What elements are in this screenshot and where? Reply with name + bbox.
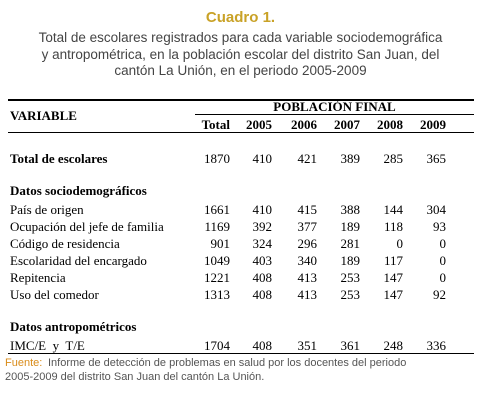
- cell: 340: [297, 253, 318, 268]
- cell: 410: [252, 202, 273, 217]
- cell: 415: [297, 202, 318, 217]
- row-label: País de origen: [10, 202, 84, 217]
- cell: 296: [297, 236, 318, 251]
- caption-line: Total de escolares registrados para cada…: [38, 30, 443, 45]
- cell: 1313: [204, 287, 230, 302]
- cell: 147: [383, 270, 404, 285]
- cell: 0: [439, 270, 447, 285]
- cell: 281: [340, 236, 361, 251]
- cell: 1221: [204, 270, 230, 285]
- cell: 403: [252, 253, 273, 268]
- column-header: Total: [201, 117, 230, 132]
- cell: 253: [340, 287, 361, 302]
- column-header: 2005: [246, 117, 272, 132]
- cell: 118: [383, 219, 403, 234]
- bottom-rule: [8, 353, 474, 354]
- cell: 413: [297, 270, 318, 285]
- cell: 324: [252, 236, 273, 251]
- cell: 1169: [204, 219, 230, 234]
- cell: 253: [340, 270, 361, 285]
- cell: 285: [383, 151, 404, 166]
- cell: 336: [426, 338, 447, 353]
- cell: 901: [210, 236, 231, 251]
- variable-header: VARIABLE: [10, 108, 77, 123]
- row-label: Escolaridad del encargado: [10, 253, 147, 268]
- row-label: Ocupación del jefe de familia: [10, 219, 164, 234]
- cell: 365: [426, 151, 447, 166]
- caption-label: Cuadro 1.: [205, 9, 276, 26]
- cell: 0: [439, 236, 447, 251]
- cell: 351: [297, 338, 318, 353]
- cell: 421: [297, 151, 318, 166]
- section-title: Datos sociodemográficos: [10, 183, 147, 198]
- cell: 413: [297, 287, 318, 302]
- row-label: Uso del comedor: [10, 287, 99, 302]
- source-label: Fuente:: [5, 357, 43, 369]
- header-rule: [8, 132, 474, 133]
- cell: 389: [340, 151, 361, 166]
- row-label: Código de residencia: [10, 236, 120, 251]
- group-rule: [195, 114, 474, 115]
- cell: 0: [439, 253, 447, 268]
- cell: 0: [396, 236, 404, 251]
- cell: 410: [252, 151, 273, 166]
- cell: 93: [433, 219, 446, 234]
- cell: 189: [340, 219, 361, 234]
- caption-line: y antropométrica, en la población escola…: [41, 46, 440, 62]
- row-label: IMC/E y T/E: [10, 338, 85, 353]
- cell: 392: [252, 219, 273, 234]
- source-line: Informe de detección de problemas en sal…: [48, 357, 407, 369]
- cell: 1661: [204, 202, 230, 217]
- cell: 408: [252, 270, 273, 285]
- cell: 147: [383, 287, 404, 302]
- cell: 1704: [204, 338, 230, 353]
- section-title: Datos antropométricos: [10, 319, 137, 334]
- cell: 304: [426, 202, 447, 217]
- cell: 1049: [204, 253, 230, 268]
- top-rule: [8, 99, 474, 101]
- cell: 408: [252, 287, 273, 302]
- group-header: POBLACIÓN FINAL: [273, 99, 396, 114]
- column-header: 2007: [334, 117, 360, 132]
- cell: 189: [340, 253, 361, 268]
- cell: 408: [252, 338, 273, 353]
- cell: 248: [383, 338, 404, 353]
- cell: 361: [340, 338, 361, 353]
- column-header: 2006: [291, 117, 317, 132]
- row-label: Repitencia: [10, 270, 66, 285]
- cell: 377: [297, 219, 318, 234]
- column-header: 2009: [420, 117, 446, 132]
- cell: 144: [383, 202, 404, 217]
- cell: 92: [433, 287, 446, 302]
- column-header: 2008: [377, 117, 403, 132]
- cell: 117: [383, 253, 403, 268]
- source-line: 2005-2009 del distrito San Juan del cant…: [5, 371, 265, 383]
- cell: 1870: [204, 151, 230, 166]
- caption-line: cantón La Unión, en el periodo 2005-2009: [114, 63, 367, 78]
- row-label: Total de escolares: [10, 151, 108, 166]
- cell: 388: [340, 202, 361, 217]
